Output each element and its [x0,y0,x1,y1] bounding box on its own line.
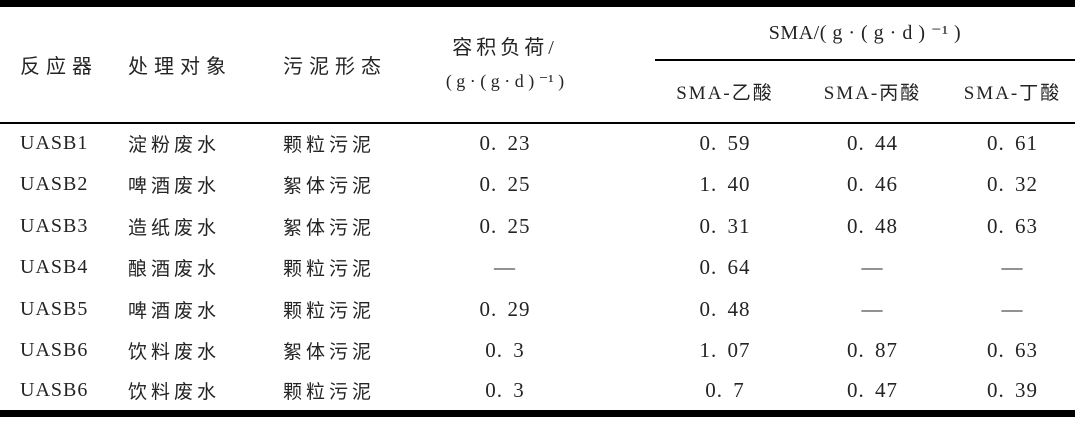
header-spacer [590,3,655,124]
header-volumetric-load: 容积负荷/ ( g · ( g · d ) ⁻¹ ) [420,3,590,124]
sma-reactor-table: 反应器 处理对象 污泥形态 容积负荷/ ( g · ( g · d ) ⁻¹ )… [0,0,1075,417]
header-volumetric-load-title: 容积负荷/ [452,37,558,60]
cell-sma-propionic: 0. 46 [847,172,898,197]
cell-volumetric-load: 0. 29 [479,296,531,321]
cell-reactor: UASB2 [20,173,89,196]
cell-sma-propionic: 0. 47 [847,378,898,402]
cell-sludge-form: 颗粒污泥 [283,135,376,157]
cell-treatment-target: 饮料废水 [128,382,221,403]
header-sma-butyric: SMA-丁酸 [950,59,1075,124]
table-row: UASB5 啤酒废水 颗粒污泥 0. 29 0. 48 — — [0,289,1075,331]
cell-sludge-form: 颗粒污泥 [283,300,376,322]
cell-treatment-target: 啤酒废水 [128,176,221,198]
cell-sma-acetic: 0. 7 [705,378,745,402]
cell-sma-propionic: — [861,255,884,280]
table-row: UASB2 啤酒废水 絮体污泥 0. 25 1. 40 0. 46 0. 32 [0,164,1075,206]
cell-sludge-form: 颗粒污泥 [283,382,376,403]
cell-sma-butyric: 0. 61 [987,131,1038,156]
cell-spacer [590,206,655,248]
cell-treatment-target: 造纸废水 [128,217,221,239]
cell-spacer [590,123,655,165]
cell-sma-butyric: — [1001,296,1024,321]
cell-sludge-form: 絮体污泥 [283,217,376,239]
header-sludge-form: 污泥形态 [283,3,420,124]
cell-sma-acetic: 0. 31 [699,213,751,238]
cell-sma-butyric: 0. 32 [987,172,1038,197]
cell-spacer [590,330,655,372]
cell-volumetric-load: — [494,255,516,280]
table-row: UASB6 饮料废水 颗粒污泥 0. 3 0. 7 0. 47 0. 39 [0,372,1075,414]
cell-sma-acetic: 1. 07 [699,338,751,363]
header-row-1: 反应器 处理对象 污泥形态 容积负荷/ ( g · ( g · d ) ⁻¹ )… [0,3,1075,124]
header-sma-propionic: SMA-丙酸 [795,59,950,124]
cell-sma-butyric: 0. 39 [987,378,1038,402]
cell-spacer [590,247,655,289]
table-row: UASB1 淀粉废水 颗粒污泥 0. 23 0. 59 0. 44 0. 61 [0,123,1075,165]
cell-sma-acetic: 1. 40 [699,172,751,197]
cell-sma-propionic: 0. 48 [847,213,898,238]
cell-sma-butyric: 0. 63 [987,338,1038,363]
cell-sma-acetic: 0. 48 [699,296,751,321]
cell-spacer [590,372,655,414]
cell-sludge-form: 颗粒污泥 [283,259,376,281]
cell-treatment-target: 饮料废水 [128,342,221,364]
header-volumetric-load-unit: ( g · ( g · d ) ⁻¹ ) [445,71,565,92]
header-reactor: 反应器 [0,3,128,124]
header-treatment-target: 处理对象 [128,3,283,124]
cell-sma-propionic: — [861,296,884,321]
cell-spacer [590,289,655,331]
cell-treatment-target: 啤酒废水 [128,300,221,322]
cell-sma-butyric: — [1001,255,1024,280]
header-sma-acetic: SMA-乙酸 [655,59,795,124]
cell-reactor: UASB6 [20,339,89,362]
header-row-2: SMA-乙酸 SMA-丙酸 SMA-丁酸 [0,59,1075,124]
cell-sludge-form: 絮体污泥 [283,176,376,198]
cell-volumetric-load: 0. 25 [479,172,531,197]
cell-sma-propionic: 0. 87 [847,338,898,363]
cell-reactor: UASB1 [20,132,89,155]
cell-volumetric-load: 0. 23 [479,131,531,156]
table-row: UASB6 饮料废水 絮体污泥 0. 3 1. 07 0. 87 0. 63 [0,330,1075,372]
header-sma-group: SMA/( g · ( g · d ) ⁻¹ ) [655,3,1075,61]
cell-sludge-form: 絮体污泥 [283,342,376,364]
cell-treatment-target: 酿酒废水 [128,259,221,281]
cell-sma-butyric: 0. 63 [987,213,1038,238]
table-row: UASB3 造纸废水 絮体污泥 0. 25 0. 31 0. 48 0. 63 [0,206,1075,248]
cell-treatment-target: 淀粉废水 [128,135,221,157]
cell-sma-acetic: 0. 59 [699,131,751,156]
table-row: UASB4 酿酒废水 颗粒污泥 — 0. 64 — — [0,247,1075,289]
cell-volumetric-load: 0. 3 [485,378,525,402]
cell-sma-acetic: 0. 64 [699,255,751,280]
cell-reactor: UASB4 [20,256,89,279]
cell-volumetric-load: 0. 25 [479,213,531,238]
cell-sma-propionic: 0. 44 [847,131,898,156]
cell-volumetric-load: 0. 3 [485,338,525,363]
cell-reactor: UASB6 [20,379,89,401]
cell-reactor: UASB3 [20,214,89,237]
cell-spacer [590,164,655,206]
cell-reactor: UASB5 [20,297,89,320]
